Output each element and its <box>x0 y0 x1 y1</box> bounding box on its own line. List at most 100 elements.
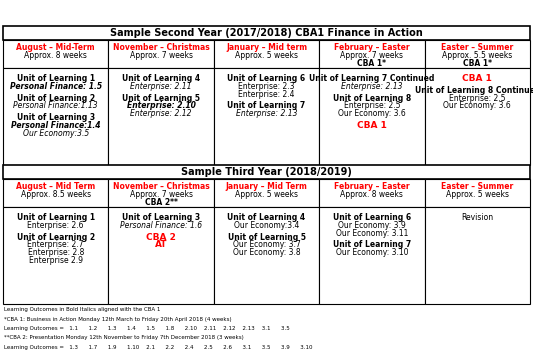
Text: Approx. 7 weeks: Approx. 7 weeks <box>130 190 192 199</box>
Bar <box>319 40 425 68</box>
Text: CBA 1*: CBA 1* <box>463 59 492 68</box>
Text: AT: AT <box>155 240 167 250</box>
Bar <box>319 68 425 165</box>
Text: Enterprise: 2.13: Enterprise: 2.13 <box>341 82 402 91</box>
Bar <box>3 179 108 207</box>
Text: Unit of Learning 1: Unit of Learning 1 <box>17 74 95 83</box>
Text: Learning Outcomes =   1.1      1.2      1.3      1.4      1.5      1.8      2.10: Learning Outcomes = 1.1 1.2 1.3 1.4 1.5 … <box>4 326 290 331</box>
Text: Unit of Learning 8 Continued: Unit of Learning 8 Continued <box>415 86 533 95</box>
Text: Enterprise: 2.6: Enterprise: 2.6 <box>28 221 84 230</box>
Bar <box>214 179 319 207</box>
Text: Learning Outcomes in Bold Italics aligned with the CBA 1: Learning Outcomes in Bold Italics aligne… <box>4 307 160 312</box>
Text: Enterprise: 2.4: Enterprise: 2.4 <box>238 90 295 99</box>
Bar <box>108 207 214 304</box>
Text: Our Economy: 3.7: Our Economy: 3.7 <box>232 240 301 250</box>
Text: Approx. 5.5 weeks: Approx. 5.5 weeks <box>442 51 512 60</box>
Text: August – Mid Term: August – Mid Term <box>16 182 95 191</box>
Text: Unit of Learning 7: Unit of Learning 7 <box>228 101 305 110</box>
Text: Unit of Learning 4: Unit of Learning 4 <box>228 213 305 222</box>
Text: Approx. 8.5 weeks: Approx. 8.5 weeks <box>21 190 91 199</box>
Text: Approx. 5 weeks: Approx. 5 weeks <box>235 190 298 199</box>
Bar <box>3 207 108 304</box>
Text: Unit of Learning 5: Unit of Learning 5 <box>228 232 305 242</box>
Text: Approx. 7 weeks: Approx. 7 weeks <box>130 51 192 60</box>
Text: Easter – Summer: Easter – Summer <box>441 43 513 52</box>
Text: *CBA 1: Business in Action Monday 12th March to Friday 20th April 2018 (4 weeks): *CBA 1: Business in Action Monday 12th M… <box>4 316 232 321</box>
Bar <box>3 40 108 68</box>
Text: CBA 1: CBA 1 <box>357 121 387 130</box>
Text: Easter – Summer: Easter – Summer <box>441 182 513 191</box>
Text: Enterprise: 2.10: Enterprise: 2.10 <box>127 101 196 110</box>
Text: **CBA 2: Presentation Monday 12th November to Friday 7th December 2018 (3 weeks): **CBA 2: Presentation Monday 12th Novemb… <box>4 335 244 340</box>
Bar <box>425 40 530 68</box>
Bar <box>425 68 530 165</box>
Text: Our Economy: 3.10: Our Economy: 3.10 <box>336 248 408 257</box>
Bar <box>214 68 319 165</box>
Text: Our Economy:3.4: Our Economy:3.4 <box>234 221 299 230</box>
Text: February – Easter: February – Easter <box>334 182 410 191</box>
Text: Enterprise: 2.12: Enterprise: 2.12 <box>131 109 192 118</box>
Text: Unit of Learning 4: Unit of Learning 4 <box>122 74 200 83</box>
Bar <box>3 26 530 40</box>
Text: Our Economy:3.5: Our Economy:3.5 <box>22 129 89 138</box>
Text: Approx. 7 weeks: Approx. 7 weeks <box>341 51 403 60</box>
Text: Personal Finance: 1.6: Personal Finance: 1.6 <box>120 221 202 230</box>
Text: Personal Finance:1.4: Personal Finance:1.4 <box>11 121 100 130</box>
Text: Unit of Learning 3: Unit of Learning 3 <box>122 213 200 222</box>
Text: Our Economy: 3.6: Our Economy: 3.6 <box>443 101 511 110</box>
Text: Our Economy: 3.11: Our Economy: 3.11 <box>336 229 408 237</box>
Text: Enterprise: 2.13: Enterprise: 2.13 <box>236 109 297 118</box>
Bar <box>425 207 530 304</box>
Text: Enterprise: 2.7: Enterprise: 2.7 <box>28 240 84 250</box>
Bar <box>3 165 530 179</box>
Bar <box>214 40 319 68</box>
Text: Enterprise: 2.3: Enterprise: 2.3 <box>238 82 295 91</box>
Text: Enterprise: 2.5: Enterprise: 2.5 <box>344 101 400 110</box>
Text: November – Christmas: November – Christmas <box>112 182 209 191</box>
Text: Enterprise: 2.5: Enterprise: 2.5 <box>449 94 505 103</box>
Text: January – Mid term: January – Mid term <box>226 43 307 52</box>
Bar <box>319 207 425 304</box>
Text: Personal Finance:1.13: Personal Finance:1.13 <box>13 101 98 110</box>
Text: Unit of Learning 3: Unit of Learning 3 <box>17 113 95 122</box>
Bar <box>108 179 214 207</box>
Text: Unit of Learning 7 Continued: Unit of Learning 7 Continued <box>309 74 434 83</box>
Text: Unit of Learning 2: Unit of Learning 2 <box>17 232 95 242</box>
Text: Sample Second Year (2017/2018) CBA1 Finance in Action: Sample Second Year (2017/2018) CBA1 Fina… <box>110 28 423 38</box>
Text: CBA 1: CBA 1 <box>462 74 492 83</box>
Text: Learning Outcomes =   1.3      1.7      1.9      1.10    2.1      2.2      2.4  : Learning Outcomes = 1.3 1.7 1.9 1.10 2.1… <box>4 345 312 350</box>
Text: Our Economy: 3.8: Our Economy: 3.8 <box>233 248 300 257</box>
Bar <box>3 68 108 165</box>
Text: August – Mid-Term: August – Mid-Term <box>17 43 95 52</box>
Bar <box>214 207 319 304</box>
Bar <box>425 179 530 207</box>
Text: CBA 2: CBA 2 <box>146 232 176 242</box>
Bar <box>108 68 214 165</box>
Text: Enterprise 2.9: Enterprise 2.9 <box>29 256 83 265</box>
Text: Revision: Revision <box>461 213 494 222</box>
Text: Approx. 8 weeks: Approx. 8 weeks <box>25 51 87 60</box>
Text: Unit of Learning 2: Unit of Learning 2 <box>17 94 95 103</box>
Text: CBA 2**: CBA 2** <box>144 198 177 207</box>
Text: Unit of Learning 6: Unit of Learning 6 <box>333 213 411 222</box>
Text: January – Mid Term: January – Mid Term <box>225 182 308 191</box>
Text: Unit of Learning 5: Unit of Learning 5 <box>122 94 200 103</box>
Text: Unit of Learning 1: Unit of Learning 1 <box>17 213 95 222</box>
Text: Approx. 5 weeks: Approx. 5 weeks <box>446 190 509 199</box>
Text: Personal Finance: 1.5: Personal Finance: 1.5 <box>10 82 102 91</box>
Text: Approx. 5 weeks: Approx. 5 weeks <box>235 51 298 60</box>
Bar <box>108 40 214 68</box>
Text: Unit of Learning 8: Unit of Learning 8 <box>333 94 411 103</box>
Text: CBA 1*: CBA 1* <box>358 59 386 68</box>
Text: Approx. 8 weeks: Approx. 8 weeks <box>341 190 403 199</box>
Text: Enterprise: 2.11: Enterprise: 2.11 <box>131 82 192 91</box>
Text: Unit of Learning 7: Unit of Learning 7 <box>333 240 411 250</box>
Text: Unit of Learning 6: Unit of Learning 6 <box>228 74 305 83</box>
Text: Our Economy: 3.9: Our Economy: 3.9 <box>338 221 406 230</box>
Text: Our Economy: 3.6: Our Economy: 3.6 <box>338 109 406 118</box>
Text: November – Christmas: November – Christmas <box>112 43 209 52</box>
Text: Enterprise: 2.8: Enterprise: 2.8 <box>28 248 84 257</box>
Text: Sample Third Year (2018/2019): Sample Third Year (2018/2019) <box>181 167 352 177</box>
Bar <box>319 179 425 207</box>
Text: February – Easter: February – Easter <box>334 43 410 52</box>
